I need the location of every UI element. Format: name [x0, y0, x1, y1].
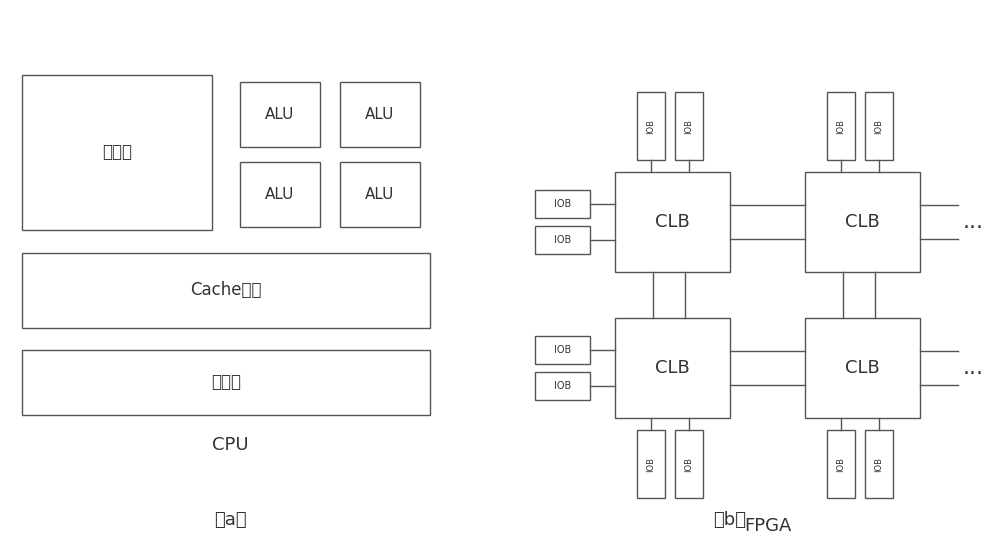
Bar — [535, 336, 590, 364]
Bar — [637, 92, 665, 160]
Text: CLB: CLB — [655, 359, 690, 377]
Text: IOB: IOB — [684, 456, 694, 471]
Text: IOB: IOB — [554, 381, 571, 391]
Text: 控制器: 控制器 — [102, 143, 132, 161]
Bar — [240, 82, 320, 147]
Bar — [675, 92, 703, 160]
Text: ALU: ALU — [365, 187, 395, 202]
Bar — [805, 318, 920, 418]
Bar — [535, 190, 590, 218]
Text: IOB: IOB — [646, 118, 656, 133]
Text: IOB: IOB — [836, 118, 846, 133]
Text: IOB: IOB — [836, 456, 846, 471]
Text: IOB: IOB — [554, 235, 571, 245]
Bar — [535, 226, 590, 254]
Text: IOB: IOB — [874, 118, 884, 133]
Text: IOB: IOB — [684, 118, 694, 133]
Text: CLB: CLB — [845, 213, 880, 231]
Bar — [22, 75, 212, 230]
Text: ALU: ALU — [365, 107, 395, 122]
Bar — [865, 430, 893, 498]
Bar — [827, 92, 855, 160]
Text: ...: ... — [963, 212, 984, 232]
Bar — [615, 318, 730, 418]
Text: （a）: （a） — [214, 511, 246, 529]
Bar — [340, 162, 420, 227]
Text: ALU: ALU — [265, 107, 295, 122]
Text: ALU: ALU — [265, 187, 295, 202]
Text: IOB: IOB — [554, 345, 571, 355]
Bar — [22, 253, 430, 328]
Bar — [637, 430, 665, 498]
Text: IOB: IOB — [554, 199, 571, 209]
Bar — [22, 350, 430, 415]
Bar — [865, 92, 893, 160]
Bar — [535, 372, 590, 400]
Bar — [675, 430, 703, 498]
Text: CPU: CPU — [212, 436, 248, 454]
Text: CLB: CLB — [845, 359, 880, 377]
Text: FPGA: FPGA — [744, 517, 791, 535]
Text: （b）: （b） — [714, 511, 746, 529]
Text: IOB: IOB — [646, 456, 656, 471]
Text: CLB: CLB — [655, 213, 690, 231]
Text: Cache缓存: Cache缓存 — [190, 281, 262, 300]
Text: 存储器: 存储器 — [211, 374, 241, 391]
Text: ...: ... — [963, 358, 984, 378]
Text: IOB: IOB — [874, 456, 884, 471]
Bar — [805, 172, 920, 272]
Bar — [240, 162, 320, 227]
Bar — [827, 430, 855, 498]
Bar — [615, 172, 730, 272]
Bar — [340, 82, 420, 147]
